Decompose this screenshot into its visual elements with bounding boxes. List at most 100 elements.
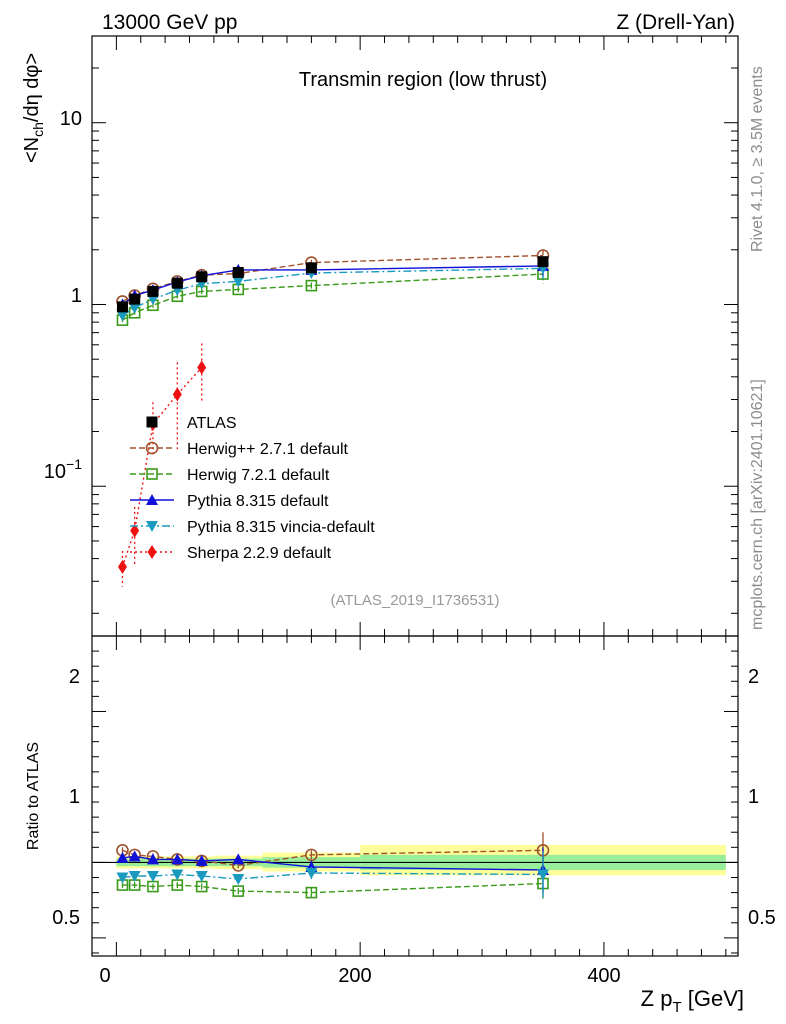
legend-entry: Pythia 8.315 vincia-default (130, 519, 375, 536)
legend-entry: Sherpa 2.2.9 default (130, 545, 332, 562)
series-line (122, 273, 544, 321)
atlas-data-point (232, 266, 244, 278)
y-tick-label-0.1-base: 10 (44, 461, 66, 483)
legend-marker (147, 545, 157, 559)
data-point (197, 360, 207, 375)
legend-label: Pythia 8.315 vincia-default (187, 519, 375, 536)
x-tick-label-400: 400 (587, 965, 620, 987)
ratio-series-group (116, 832, 550, 899)
upper-series-group (116, 249, 550, 587)
axis-ticks (92, 35, 738, 956)
data-point (130, 523, 140, 538)
ratio-point (116, 872, 129, 884)
x-axis-title-sub: T (672, 999, 681, 1016)
ratio-y-axis-title: Ratio to ATLAS (25, 742, 42, 850)
header-process: Z (Drell-Yan) (616, 11, 735, 34)
atlas-data-point (116, 301, 128, 313)
series-pythia-8-315-vincia-default (116, 258, 549, 322)
ratio-line (122, 882, 544, 894)
ratio-point (171, 869, 184, 881)
ratio-point (128, 850, 141, 862)
ratio-point (128, 871, 141, 882)
ratio-y-axis-title-text: Ratio to ATLAS (25, 742, 42, 850)
ratio-point (171, 853, 184, 865)
series-line (122, 267, 543, 317)
legend-marker (146, 494, 158, 505)
atlas-data-point (537, 256, 549, 268)
mcplots-label-text: mcplots.cern.ch [arXiv:2401.10621] (749, 379, 766, 630)
analysis-id: (ATLAS_2019_I1736531) (330, 592, 499, 609)
plot-title: Transmin region (low thrust) (299, 69, 547, 91)
atlas-data-point (196, 271, 208, 283)
legend-label: Sherpa 2.2.9 default (187, 545, 332, 562)
series-line (122, 254, 544, 303)
series-herwig-7-2-1-default (116, 265, 549, 326)
ratio-point (305, 848, 318, 862)
x-axis-title-rest: [GeV] (682, 986, 744, 1011)
series-sherpa-2-2-9-default (117, 343, 207, 587)
rivet-label-text: Rivet 4.1.0, ≥ 3.5M events (749, 66, 766, 252)
series-atlas (116, 256, 549, 313)
x-axis-title: Z pT [GeV] (641, 986, 744, 1016)
rivet-label: Rivet 4.1.0, ≥ 3.5M events (749, 66, 766, 252)
ratio-pythia-8-315-vincia-default (116, 851, 549, 898)
legend-label: ATLAS (187, 415, 237, 432)
atlas-data-point (305, 262, 317, 274)
lower-panel-frame (91, 635, 739, 957)
atlas-data-point (147, 285, 159, 297)
ratio-point (305, 886, 318, 899)
x-tick-label-0: 0 (99, 965, 110, 987)
y-tick-label-0.1: 10−1 (44, 456, 82, 483)
legend-label: Herwig++ 2.7.1 default (187, 441, 349, 458)
ratio-point (116, 851, 129, 863)
legend: ATLAS Herwig++ 2.7.1 default Herwig 7.2.1 … (130, 415, 375, 562)
y-axis-title: <Nch/dη dφ> (21, 53, 46, 163)
ratio-y-tick-0.5: 0.5 (52, 907, 80, 929)
ratio-point (195, 854, 208, 866)
legend-marker (146, 468, 158, 480)
ratio-y-tick-0.5-right: 0.5 (748, 907, 776, 929)
legend-marker (145, 441, 159, 455)
ratio-point (232, 853, 245, 865)
ratio-y-tick-2-right: 2 (748, 666, 759, 688)
y-tick-label-0.1-exp: −1 (66, 456, 82, 472)
data-point (305, 279, 318, 292)
y-axis-title-lhs: <N (21, 137, 43, 163)
legend-marker (146, 416, 158, 428)
ratio-line (122, 872, 543, 880)
y-axis-title-rest: /dη dφ> (21, 53, 43, 122)
ratio-point (232, 874, 245, 886)
legend-entry: ATLAS (146, 415, 237, 432)
data-point (116, 310, 129, 322)
legend-marker (146, 521, 158, 532)
legend-entry: Pythia 8.315 default (130, 493, 329, 510)
ratio-point (146, 871, 159, 882)
header-energy: 13000 GeV pp (102, 11, 237, 34)
legend-entry: Herwig 7.2.1 default (130, 467, 330, 484)
ratio-point (536, 869, 549, 881)
ratio-y-tick-1: 1 (69, 786, 80, 808)
data-point (117, 559, 127, 574)
svg-text:<Nch/dη dφ>: <Nch/dη dφ> (21, 53, 46, 163)
atlas-data-point (129, 293, 141, 305)
ratio-point (305, 867, 318, 879)
ratio-y-tick-1-right: 1 (748, 786, 759, 808)
legend-label: Herwig 7.2.1 default (187, 467, 330, 484)
data-point (172, 387, 182, 402)
data-point (128, 302, 141, 314)
atlas-data-point (171, 277, 183, 289)
legend-entry: Herwig++ 2.7.1 default (130, 441, 349, 458)
ratio-point (146, 853, 159, 865)
y-tick-label-10: 10 (60, 108, 82, 130)
x-axis-title-lhs: Z p (641, 986, 673, 1011)
mcplots-label: mcplots.cern.ch [arXiv:2401.10621] (749, 379, 766, 630)
legend-label: Pythia 8.315 default (187, 493, 329, 510)
ratio-y-tick-2: 2 (69, 666, 80, 688)
ratio-point (232, 885, 245, 897)
y-tick-label-1: 1 (71, 285, 82, 307)
data-point (232, 276, 245, 288)
y-axis-title-sub: ch (30, 122, 46, 137)
x-tick-label-200: 200 (338, 965, 371, 987)
ratio-point (195, 871, 208, 882)
